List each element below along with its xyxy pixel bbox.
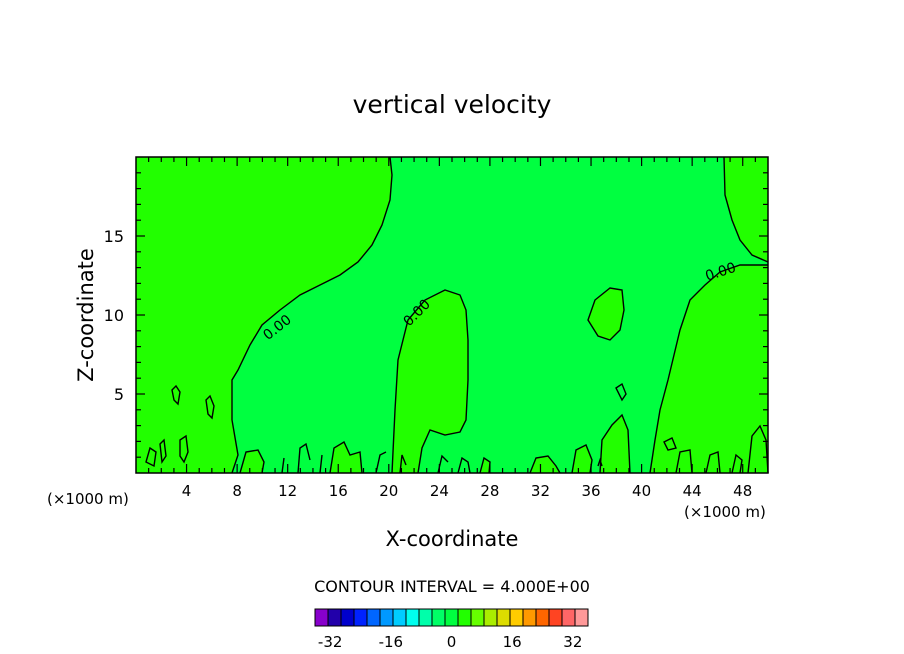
contour-small-blobs [145, 382, 677, 468]
colorbar-swatch [574, 608, 589, 627]
x-unit-label: (×1000 m) [47, 490, 129, 508]
colorbar-swatch [483, 608, 498, 627]
colorbar-swatch [548, 608, 563, 627]
colorbar-swatch [418, 608, 433, 627]
colorbar-tick-label: -16 [379, 633, 404, 651]
chart-title: vertical velocity [353, 90, 552, 119]
colorbar-swatch [314, 608, 329, 627]
colorbar-swatch [522, 608, 537, 627]
colorbar-swatch [379, 608, 394, 627]
colorbar-swatch [444, 608, 459, 627]
contour-line-left [231, 156, 393, 474]
colorbar-swatch [353, 608, 368, 627]
contour-lines [145, 156, 769, 474]
colorbar-swatch [340, 608, 355, 627]
colorbar-swatch [405, 608, 420, 627]
x-tick-label: 8 [232, 482, 242, 500]
contour-line-36 [587, 287, 625, 341]
colorbar-swatch [561, 608, 576, 627]
x-tick-label: 48 [733, 482, 752, 500]
x-tick-label: 16 [329, 482, 348, 500]
colorbar-swatch [457, 608, 472, 627]
colorbar-tick-label: 0 [447, 633, 457, 651]
colorbar-tick-label: -32 [318, 633, 343, 651]
x-axis-label: X-coordinate [386, 527, 519, 551]
x-tick-label: 4 [182, 482, 192, 500]
y-tick-label: 10 [104, 306, 124, 325]
colorbar-swatch [366, 608, 381, 627]
colorbar-swatch [496, 608, 511, 627]
y-tick-label: 15 [104, 227, 124, 246]
x-tick-label: 44 [683, 482, 702, 500]
contour-line-right [649, 264, 768, 474]
x-tick-label: 20 [379, 482, 398, 500]
contour-bottom-wiggles [239, 413, 769, 474]
x-tick-label: 40 [632, 482, 651, 500]
y-axis-label: Z-coordinate [74, 248, 98, 382]
colorbar-swatch [431, 608, 446, 627]
x-tick-label: 36 [581, 482, 600, 500]
positive-region-mid [392, 290, 468, 473]
positive-region-bottom [240, 415, 692, 473]
colorbar: -32 -16 0 16 32 [314, 608, 589, 651]
contour-line-top-right [723, 156, 769, 263]
positive-region-left [136, 157, 392, 473]
contour-line-mid [391, 289, 469, 474]
colorbar-swatch [392, 608, 407, 627]
colorbar-swatch [509, 608, 524, 627]
plot-area [136, 157, 768, 473]
colorbar-swatch [535, 608, 550, 627]
colorbar-tick-label: 16 [503, 633, 522, 651]
colorbar-swatch [327, 608, 342, 627]
positive-region-36 [588, 288, 624, 340]
x-unit-label-right: (×1000 m) [684, 503, 766, 521]
x-tick-label: 28 [480, 482, 499, 500]
x-tick-label: 32 [531, 482, 550, 500]
x-tick-label: 12 [278, 482, 297, 500]
y-tick-label: 5 [114, 385, 124, 404]
colorbar-swatch [470, 608, 485, 627]
contour-interval-text: CONTOUR INTERVAL = 4.000E+00 [314, 577, 590, 596]
colorbar-tick-label: 32 [563, 633, 582, 651]
x-tick-label: 24 [430, 482, 449, 500]
